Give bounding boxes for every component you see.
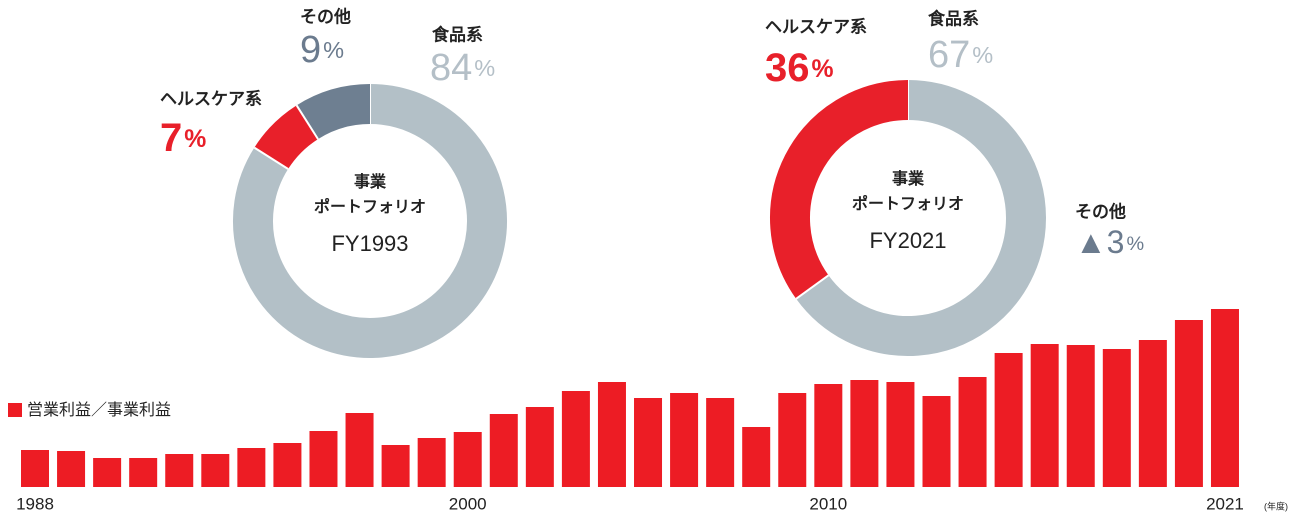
value-unit: % [474,55,495,81]
bar [922,396,951,487]
center-text: 事業 [892,169,925,188]
value-number: 84 [430,47,472,89]
bar [1138,340,1167,487]
category-name: その他 [300,6,351,26]
bar [165,454,194,487]
bar [309,431,338,487]
legend-label: 営業利益／事業利益 [27,401,171,419]
bar [345,413,374,487]
bar [93,458,122,487]
donut-segment [233,84,507,358]
center-text: ポートフォリオ [314,197,426,216]
bar [1102,349,1131,487]
x-unit: (年度) [1264,500,1288,511]
value-number: 7 [160,116,182,160]
category-name: その他 [1075,201,1126,221]
bar [814,384,843,487]
center-text: ポートフォリオ [852,194,964,213]
bar [1210,309,1239,487]
value-label: 67% [928,34,993,76]
donut-segment [254,105,319,170]
center-text: 事業 [354,172,387,191]
value-unit: % [972,42,993,68]
bar [525,407,554,487]
value-unit: % [1126,233,1144,255]
bar [489,414,518,487]
bar [273,443,302,487]
bar [57,451,86,487]
value-number: 67 [928,34,970,76]
bar [742,427,771,487]
category-name: ヘルスケア系 [765,17,867,36]
value-number: 9 [300,29,321,71]
x-tick-label: 2000 [449,494,487,513]
x-tick-label: 1988 [16,494,54,513]
bar [886,382,915,487]
category-name: 食品系 [928,8,979,28]
segment-divider [253,146,289,170]
value-label: 7% [160,116,206,160]
value-unit: % [184,126,206,153]
bar [381,445,410,487]
category-name: ヘルスケア系 [160,89,262,108]
bar [850,380,879,487]
center-text: FY2021 [869,228,946,253]
bar [994,353,1023,487]
bar [597,382,626,487]
bar [1066,345,1095,487]
bar [201,454,230,487]
center-text: FY1993 [331,231,408,256]
bar [21,450,49,487]
legend-swatch [8,403,22,417]
bar [670,393,699,487]
bar [561,391,590,487]
bar [453,432,482,487]
category-name: 食品系 [432,24,483,44]
bar [634,398,663,487]
bar [129,458,158,487]
bar [417,438,446,487]
value-label: ▲3% [1075,224,1144,260]
segment-divider [795,274,830,300]
value-unit: % [812,56,834,83]
donut-segment [296,84,371,140]
donut-segment [770,80,909,299]
value-number: 36 [765,46,810,90]
value-unit: % [323,37,344,63]
bar [237,448,266,487]
bar [1174,320,1203,487]
value-label: 84% [430,47,495,89]
value-label: 9% [300,29,344,71]
bar [778,393,807,487]
bar [706,398,735,487]
segment-divider [295,104,319,140]
value-label: 36% [765,46,834,90]
x-tick-label: 2010 [809,494,847,513]
value-number: ▲3 [1075,224,1124,260]
x-tick-label: 2021 [1206,494,1244,513]
donut-segment [796,80,1046,356]
bar [958,377,987,487]
bar [1030,344,1059,487]
